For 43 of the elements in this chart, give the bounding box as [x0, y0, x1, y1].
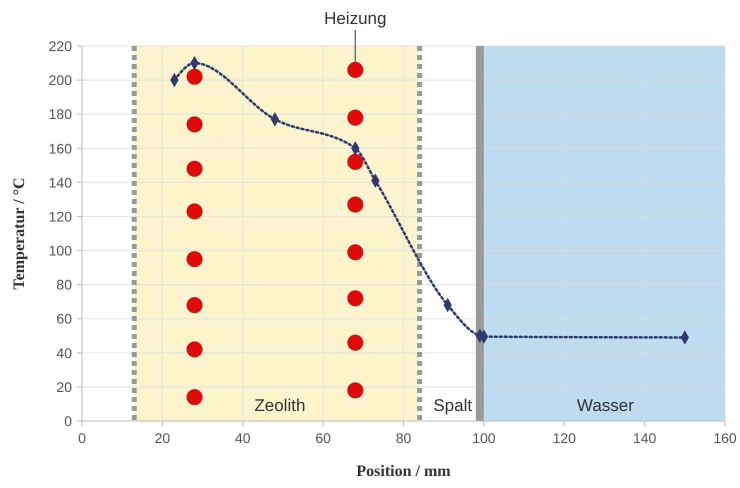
- point: [186, 68, 203, 85]
- point: [347, 196, 364, 212]
- point: [186, 251, 203, 268]
- band-label: Spalt: [433, 396, 472, 415]
- y-tick-label: 60: [56, 310, 72, 327]
- point: [186, 297, 203, 314]
- point: [186, 389, 203, 406]
- y-tick-label: 220: [48, 38, 72, 54]
- band-label: Wasser: [576, 396, 634, 415]
- x-tick-label: 160: [713, 430, 737, 446]
- point: [186, 341, 203, 358]
- x-tick-label: 80: [396, 430, 412, 446]
- y-tick-label: 0: [64, 413, 72, 429]
- point: [347, 154, 364, 170]
- y-tick-label: 20: [56, 378, 72, 395]
- point: [186, 160, 203, 177]
- x-tick-label: 120: [552, 430, 576, 446]
- y-tick-label: 140: [48, 174, 72, 190]
- y-tick-label: 180: [48, 106, 72, 122]
- y-tick-label: 120: [48, 208, 72, 224]
- x-tick-label: 140: [632, 430, 657, 446]
- point: [347, 110, 364, 126]
- y-tick-label: 200: [48, 72, 72, 88]
- x-tick-label: 100: [472, 430, 496, 446]
- annotation: Heizung: [324, 9, 386, 28]
- x-tick-label: 60: [315, 430, 332, 446]
- point: [347, 382, 364, 398]
- point: [347, 62, 364, 78]
- y-tick-label: 160: [48, 140, 72, 156]
- y-tick-label: 100: [48, 242, 72, 259]
- point: [186, 116, 203, 132]
- band-label: Zeolith: [254, 396, 306, 415]
- point: [347, 334, 364, 351]
- x-tick-label: 20: [154, 430, 170, 446]
- x-tick-label: 0: [78, 430, 86, 446]
- point: [186, 203, 203, 220]
- y-axis-title: Temperatur / °C: [11, 177, 28, 290]
- point: [347, 244, 364, 260]
- x-tick-label: 40: [234, 430, 251, 446]
- y-tick-label: 40: [56, 344, 72, 361]
- x-axis-title: Position / mm: [356, 463, 452, 480]
- point: [347, 290, 364, 306]
- y-tick-label: 80: [56, 276, 72, 293]
